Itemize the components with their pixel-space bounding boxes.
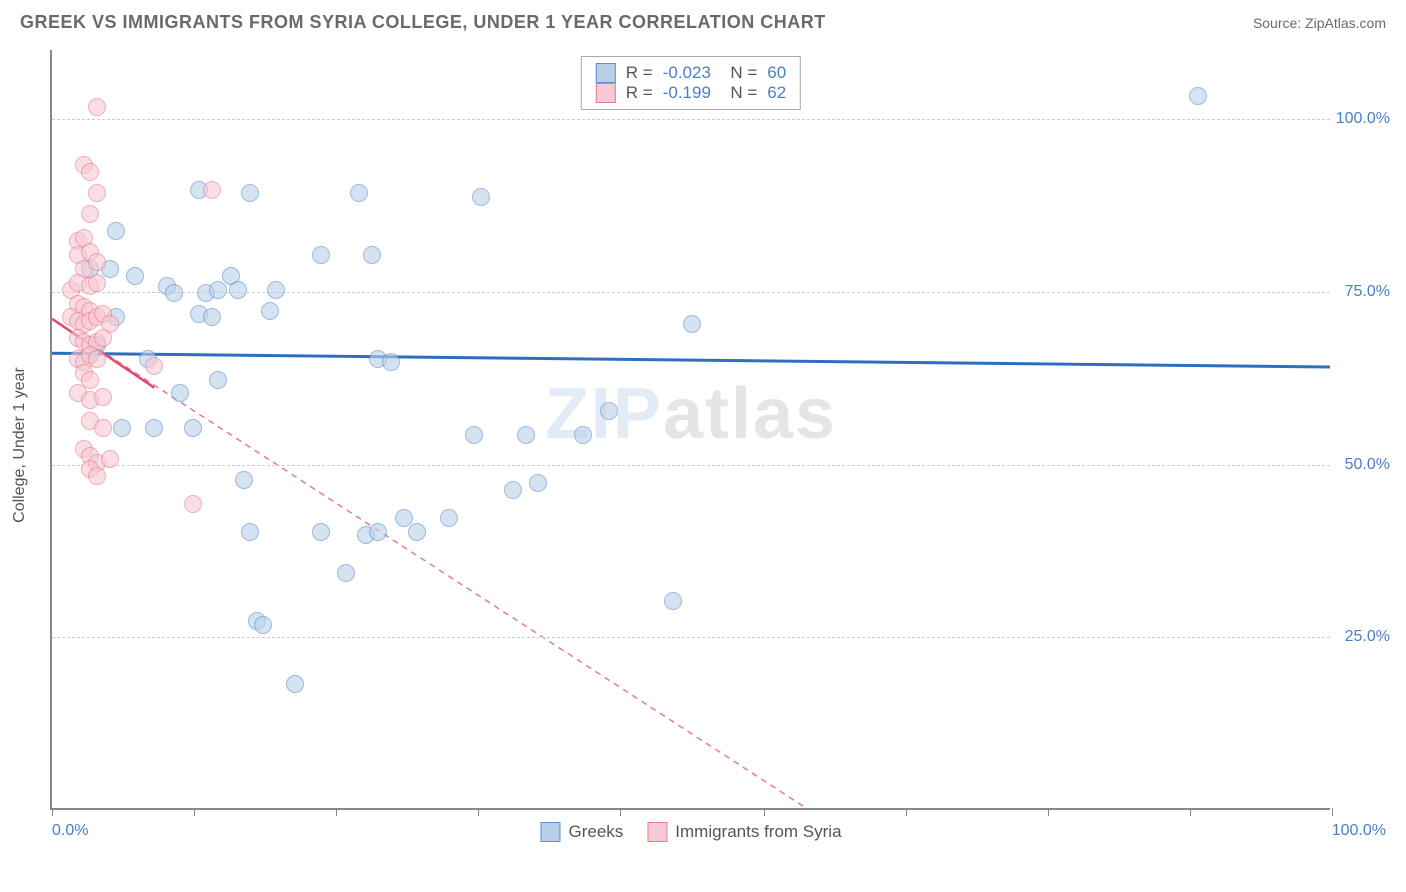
- scatter-point: [312, 246, 330, 264]
- gridline-h: [52, 119, 1330, 120]
- legend-row: R = -0.023 N = 60: [596, 63, 786, 83]
- scatter-point: [254, 616, 272, 634]
- scatter-point: [241, 523, 259, 541]
- scatter-point: [504, 481, 522, 499]
- scatter-point: [88, 253, 106, 271]
- legend-swatch: [647, 822, 667, 842]
- legend-r-label: R =: [626, 83, 653, 103]
- legend-series-item: Immigrants from Syria: [647, 822, 841, 842]
- chart-title: GREEK VS IMMIGRANTS FROM SYRIA COLLEGE, …: [20, 12, 826, 33]
- scatter-point: [184, 419, 202, 437]
- scatter-point: [517, 426, 535, 444]
- legend-r-label: R =: [626, 63, 653, 83]
- legend-n-value: 62: [767, 83, 786, 103]
- scatter-point: [88, 98, 106, 116]
- scatter-point: [88, 467, 106, 485]
- scatter-point: [241, 184, 259, 202]
- y-tick-label: 75.0%: [1345, 283, 1390, 301]
- scatter-point: [88, 350, 106, 368]
- y-tick-label: 25.0%: [1345, 628, 1390, 646]
- legend-n-label: N =: [721, 63, 757, 83]
- x-tick: [620, 808, 621, 816]
- watermark: ZIPatlas: [545, 373, 837, 455]
- scatter-point: [286, 675, 304, 693]
- legend-series-label: Immigrants from Syria: [675, 822, 841, 842]
- source-label: Source: ZipAtlas.com: [1253, 15, 1386, 31]
- scatter-point: [369, 523, 387, 541]
- y-tick-label: 100.0%: [1336, 110, 1390, 128]
- scatter-point: [382, 353, 400, 371]
- scatter-point: [184, 495, 202, 513]
- x-tick: [906, 808, 907, 816]
- scatter-point: [94, 329, 112, 347]
- x-tick: [764, 808, 765, 816]
- legend-row: R = -0.199 N = 62: [596, 83, 786, 103]
- scatter-point: [94, 419, 112, 437]
- scatter-point: [574, 426, 592, 444]
- scatter-point: [88, 184, 106, 202]
- chart-container: College, Under 1 year ZIPatlas R = -0.02…: [50, 50, 1386, 840]
- legend-correlation: R = -0.023 N = 60R = -0.199 N = 62: [581, 56, 801, 110]
- gridline-h: [52, 637, 1330, 638]
- scatter-point: [664, 592, 682, 610]
- gridline-h: [52, 465, 1330, 466]
- scatter-point: [261, 302, 279, 320]
- legend-r-value: -0.199: [663, 83, 711, 103]
- scatter-point: [408, 523, 426, 541]
- scatter-point: [81, 371, 99, 389]
- x-tick: [1190, 808, 1191, 816]
- y-axis-label: College, Under 1 year: [11, 367, 29, 523]
- scatter-point: [203, 181, 221, 199]
- y-tick-label: 50.0%: [1345, 456, 1390, 474]
- scatter-point: [94, 388, 112, 406]
- scatter-point: [235, 471, 253, 489]
- scatter-point: [337, 564, 355, 582]
- plot-area: ZIPatlas R = -0.023 N = 60R = -0.199 N =…: [50, 50, 1330, 810]
- x-tick: [1048, 808, 1049, 816]
- scatter-point: [126, 267, 144, 285]
- scatter-point: [171, 384, 189, 402]
- x-tick: [478, 808, 479, 816]
- x-tick: [336, 808, 337, 816]
- scatter-point: [600, 402, 618, 420]
- trend-lines: [52, 50, 1330, 808]
- x-tick: [1332, 808, 1333, 816]
- scatter-point: [472, 188, 490, 206]
- scatter-point: [312, 523, 330, 541]
- scatter-point: [267, 281, 285, 299]
- scatter-point: [81, 163, 99, 181]
- scatter-point: [229, 281, 247, 299]
- x-max-label: 100.0%: [1332, 822, 1386, 840]
- scatter-point: [440, 509, 458, 527]
- legend-series: Greeks Immigrants from Syria: [540, 822, 841, 842]
- scatter-point: [1189, 87, 1207, 105]
- scatter-point: [683, 315, 701, 333]
- x-tick: [194, 808, 195, 816]
- legend-n-label: N =: [721, 83, 757, 103]
- x-tick: [52, 808, 53, 816]
- scatter-point: [165, 284, 183, 302]
- scatter-point: [209, 281, 227, 299]
- scatter-point: [203, 308, 221, 326]
- x-min-label: 0.0%: [52, 822, 88, 840]
- legend-swatch: [596, 63, 616, 83]
- scatter-point: [145, 357, 163, 375]
- legend-series-item: Greeks: [540, 822, 623, 842]
- scatter-point: [465, 426, 483, 444]
- scatter-point: [101, 450, 119, 468]
- scatter-point: [88, 274, 106, 292]
- scatter-point: [81, 205, 99, 223]
- scatter-point: [529, 474, 547, 492]
- scatter-point: [145, 419, 163, 437]
- scatter-point: [107, 222, 125, 240]
- scatter-point: [350, 184, 368, 202]
- scatter-point: [209, 371, 227, 389]
- legend-r-value: -0.023: [663, 63, 711, 83]
- scatter-point: [113, 419, 131, 437]
- legend-n-value: 60: [767, 63, 786, 83]
- legend-swatch: [540, 822, 560, 842]
- scatter-point: [363, 246, 381, 264]
- legend-series-label: Greeks: [568, 822, 623, 842]
- legend-swatch: [596, 83, 616, 103]
